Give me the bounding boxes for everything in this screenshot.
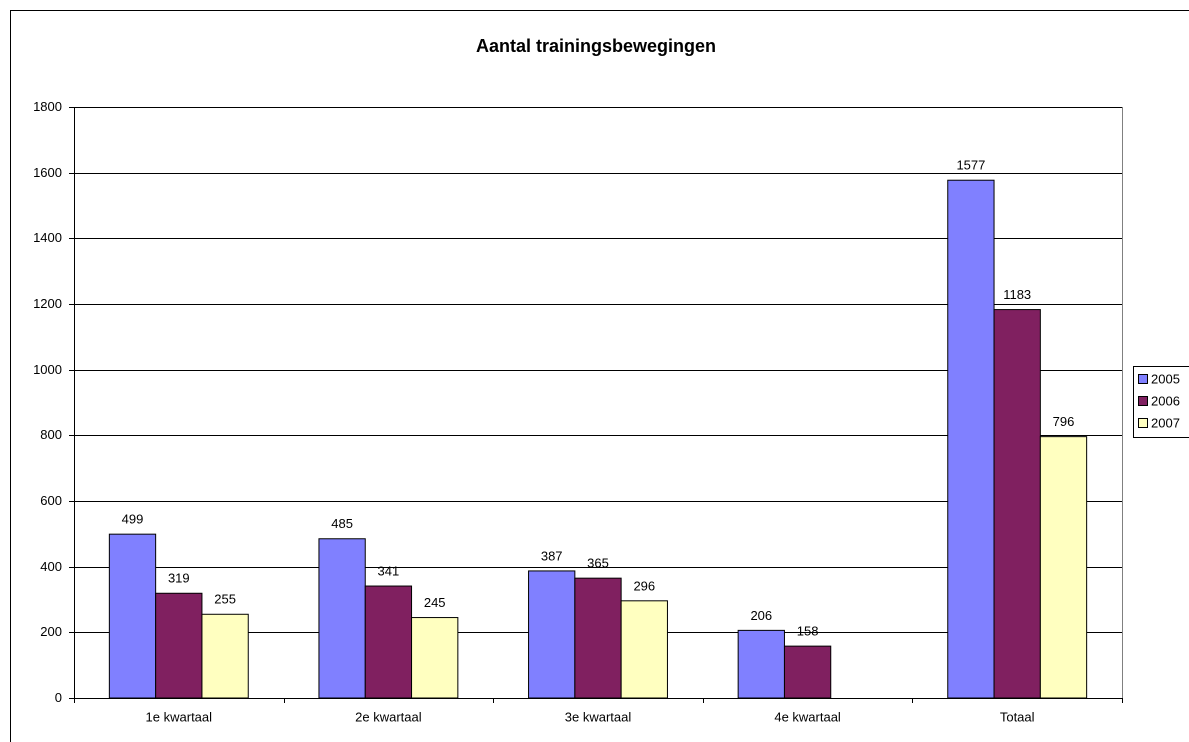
value-label: 485 (331, 516, 353, 531)
bar (993, 309, 1041, 699)
chart-title: Aantal trainingsbewegingen (476, 36, 716, 56)
bar (201, 613, 249, 699)
value-label: 1577 (956, 158, 985, 173)
y-tick-label: 1800 (33, 99, 62, 114)
bar (364, 585, 413, 699)
value-label: 319 (168, 571, 190, 586)
bar (783, 645, 832, 699)
legend-swatch (1138, 418, 1148, 428)
bar (528, 570, 576, 699)
y-tick-label: 200 (40, 624, 62, 639)
value-label: 158 (797, 624, 819, 639)
x-tick-label: 2e kwartaal (355, 709, 422, 724)
y-tick-label: 800 (40, 427, 62, 442)
x-tick-label: 3e kwartaal (565, 709, 632, 724)
value-label: 387 (541, 548, 563, 563)
value-label: 796 (1053, 414, 1075, 429)
bar (1039, 436, 1088, 699)
value-label: 499 (122, 512, 144, 527)
bar (108, 533, 157, 699)
legend-label: 2006 (1151, 393, 1180, 408)
y-tick-label: 1000 (33, 362, 62, 377)
value-label: 255 (214, 592, 236, 607)
y-tick-label: 1200 (33, 296, 62, 311)
y-tick-label: 600 (40, 493, 62, 508)
value-label: 245 (424, 595, 446, 610)
y-tick-label: 1400 (33, 230, 62, 245)
legend-swatch (1138, 396, 1148, 406)
value-label: 365 (587, 556, 609, 571)
bar (155, 592, 203, 699)
bar (574, 577, 622, 699)
bar (620, 600, 668, 699)
value-label: 296 (633, 578, 655, 593)
value-label: 1183 (1003, 287, 1031, 302)
legend-label: 2007 (1151, 415, 1180, 430)
bar (737, 629, 785, 699)
x-tick-label: 4e kwartaal (774, 709, 841, 724)
x-tick-label: 1e kwartaal (146, 709, 213, 724)
y-tick-label: 1600 (33, 165, 62, 180)
value-label: 206 (750, 608, 772, 623)
y-tick-label: 0 (55, 690, 62, 705)
bar (411, 617, 459, 699)
bar (318, 538, 366, 699)
y-tick-label: 400 (40, 559, 62, 574)
value-label: 341 (378, 563, 400, 578)
x-tick-label: Totaal (1000, 709, 1035, 724)
legend-swatch (1138, 374, 1148, 384)
bar (947, 179, 995, 699)
legend-label: 2005 (1151, 371, 1180, 386)
